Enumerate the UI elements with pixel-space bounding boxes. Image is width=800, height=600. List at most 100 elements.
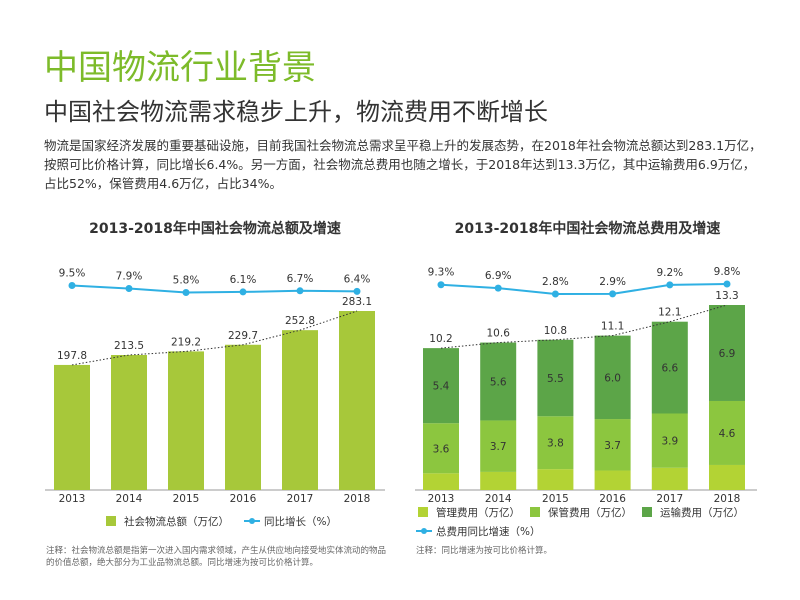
total-label: 13.3: [715, 290, 738, 302]
x-tick-label: 2013: [428, 493, 455, 505]
legend-label: 运输费用（万亿）: [660, 506, 744, 519]
note: 注释：同比增速为按可比价格计算。: [416, 546, 553, 556]
data-label: 4.6: [719, 428, 736, 440]
data-label: 6.6: [661, 363, 678, 375]
bar: [480, 471, 517, 490]
data-label: 3.8: [547, 438, 564, 450]
data-label: 9.3%: [428, 267, 455, 279]
x-tick-label: 2015: [542, 493, 569, 505]
line-point: [494, 284, 502, 292]
x-tick-label: 2013: [59, 493, 86, 505]
data-label: 3.6: [433, 443, 450, 455]
data-label: 5.5: [547, 373, 564, 385]
bar: [651, 321, 688, 414]
line-point: [353, 287, 361, 295]
total-label: 10.6: [487, 328, 511, 340]
note: 注释：社会物流总额是指第一次进入国内需求领域，产生从供应地向接受地实体流动的物品…: [46, 546, 387, 568]
bar: [423, 473, 459, 490]
data-label: 229.7: [228, 330, 258, 342]
legend-swatch: [530, 507, 540, 517]
total-label: 12.1: [658, 307, 681, 319]
bar: [537, 469, 574, 490]
line-point: [609, 290, 617, 298]
data-label: 5.6: [490, 377, 507, 389]
bar: [480, 342, 517, 421]
bar: [339, 311, 375, 490]
x-tick-label: 2015: [173, 493, 200, 505]
data-label: 213.5: [114, 340, 144, 352]
bar: [709, 305, 745, 401]
line-point: [437, 281, 445, 289]
x-tick-label: 2018: [344, 493, 371, 505]
bar: [111, 355, 147, 490]
legend-marker: [421, 528, 427, 534]
bar: [537, 416, 574, 470]
bar: [423, 423, 459, 474]
trend-line: [71, 310, 358, 366]
total-label: 11.1: [601, 321, 624, 333]
bar: [651, 413, 688, 468]
chart-title: 2013-2018年中国社会物流总费用及增速: [454, 221, 721, 237]
bar: [709, 464, 745, 490]
line-point: [723, 280, 731, 288]
data-label: 6.1%: [230, 274, 257, 286]
legend-label: 同比增长（%）: [264, 515, 337, 528]
data-label: 9.2%: [656, 267, 683, 279]
data-label: 6.9%: [485, 270, 512, 282]
line: [71, 284, 358, 294]
data-label: 3.9: [661, 436, 678, 448]
legend-swatch: [418, 507, 428, 517]
line-point: [125, 285, 133, 293]
title: 中国物流行业背景: [44, 48, 316, 88]
line-point: [239, 288, 247, 296]
chart-title: 2013-2018年中国社会物流总额及增速: [89, 221, 341, 237]
bar: [225, 344, 261, 490]
body-text: 物流是国家经济发展的重要基础设施，目前我国社会物流总需求呈平稳上升的发展态势，在…: [44, 138, 762, 191]
bar: [594, 335, 631, 420]
bar: [537, 339, 574, 417]
data-label: 6.0: [604, 372, 621, 384]
bar: [168, 351, 204, 490]
data-label: 9.8%: [714, 266, 741, 278]
data-label: 6.9: [719, 348, 736, 360]
data-label: 2.8%: [542, 276, 569, 288]
data-label: 5.8%: [173, 275, 200, 287]
data-label: 283.1: [342, 296, 372, 308]
legend-label: 管理费用（万亿）: [436, 506, 520, 519]
line-point: [68, 282, 76, 289]
x-tick-label: 2016: [230, 493, 257, 505]
data-label: 3.7: [604, 440, 621, 452]
data-label: 197.8: [57, 350, 87, 362]
x-tick-label: 2014: [485, 493, 512, 505]
legend-label: 保管费用（万亿）: [548, 506, 632, 519]
data-label: 219.2: [171, 336, 201, 348]
bar: [651, 467, 688, 490]
line-point: [182, 289, 190, 296]
line-point: [296, 287, 304, 295]
bar: [282, 330, 318, 490]
total-label: 10.8: [544, 325, 567, 337]
data-label: 7.9%: [116, 271, 143, 283]
line-point: [551, 290, 559, 298]
x-tick-label: 2017: [287, 493, 314, 505]
legend-label: 社会物流总额（万亿）: [124, 515, 229, 528]
subtitle: 中国社会物流需求稳步上升，物流费用不断增长: [44, 98, 548, 126]
bar: [594, 470, 631, 490]
data-label: 2.9%: [599, 276, 626, 288]
line-point: [666, 281, 674, 289]
data-label: 252.8: [285, 315, 315, 327]
x-tick-label: 2014: [116, 493, 143, 505]
data-label: 6.7%: [287, 273, 314, 285]
bar: [709, 400, 745, 465]
data-label: 6.4%: [344, 273, 371, 285]
x-tick-label: 2017: [656, 493, 683, 505]
legend-label: 总费用同比增速（%）: [436, 525, 540, 538]
data-label: 3.7: [490, 441, 507, 453]
x-tick-label: 2016: [599, 493, 626, 505]
data-label: 9.5%: [59, 268, 86, 280]
bar: [594, 419, 631, 471]
legend-swatch: [642, 507, 652, 517]
bar: [480, 420, 517, 472]
